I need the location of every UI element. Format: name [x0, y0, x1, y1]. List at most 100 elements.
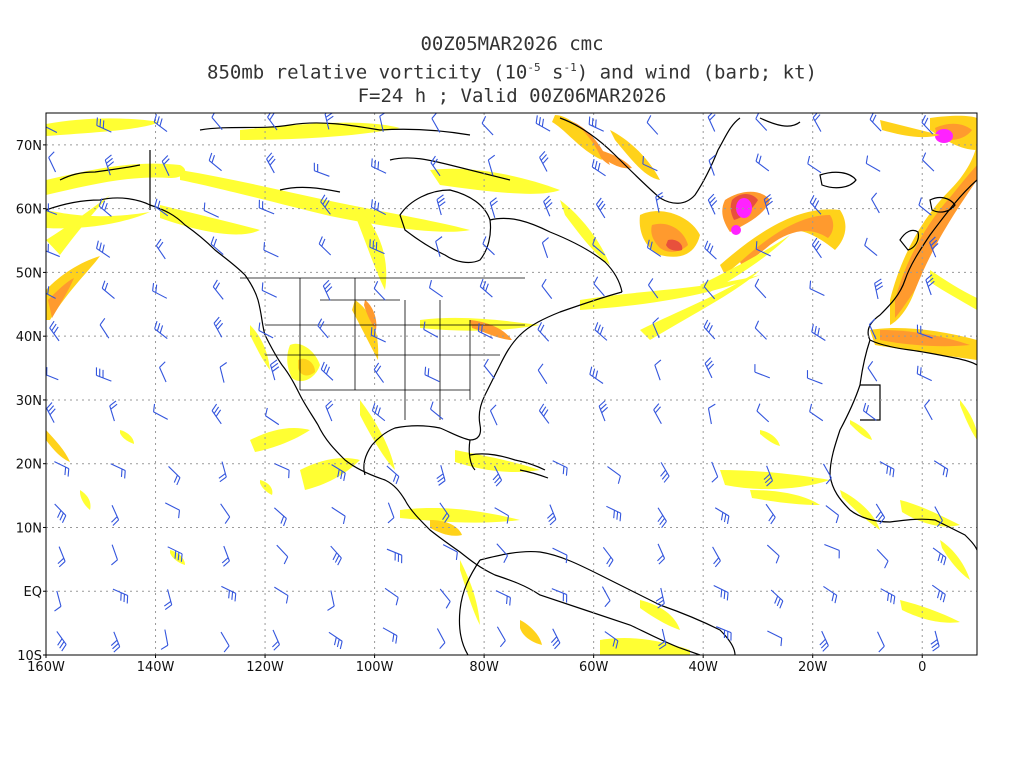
- wind-barb: [373, 281, 386, 301]
- wind-barb: [552, 547, 568, 564]
- wind-barb: [765, 503, 776, 525]
- wind-barb: [707, 113, 716, 132]
- wind-barb: [930, 630, 940, 652]
- wind-barb: [754, 364, 771, 379]
- wind-barb: [371, 158, 387, 174]
- lon-tick-label: 20W: [798, 660, 828, 675]
- lat-tick-label: 40N: [16, 330, 42, 345]
- wind-barb: [604, 631, 619, 649]
- wind-barb: [755, 153, 770, 172]
- wind-barb: [317, 318, 329, 339]
- wind-barb: [161, 155, 170, 176]
- wind-barb: [646, 239, 662, 257]
- wind-barb: [921, 152, 935, 172]
- wind-barb: [763, 465, 773, 487]
- wind-barb: [95, 367, 112, 382]
- wind-barb: [811, 237, 822, 259]
- wind-barb: [703, 279, 716, 300]
- wind-barb: [880, 588, 896, 605]
- wind-barb: [218, 461, 227, 483]
- wind-barb: [274, 507, 287, 527]
- wind-barb: [770, 589, 784, 609]
- wind-barb: [153, 403, 168, 420]
- wind-barb: [933, 460, 949, 478]
- wind-barb: [373, 362, 385, 383]
- wind-barb: [869, 113, 882, 132]
- wind-barb: [539, 150, 549, 172]
- wind-barb: [537, 322, 550, 342]
- wind-barb: [755, 241, 771, 257]
- wind-barb: [703, 319, 716, 340]
- wind-barb: [655, 192, 664, 213]
- lon-tick-label: 160W: [27, 660, 65, 675]
- wind-barb: [203, 202, 219, 218]
- wind-barb: [489, 404, 498, 426]
- wind-barb: [328, 631, 343, 650]
- wind-barb: [46, 126, 58, 133]
- lon-tick-label: 120W: [246, 660, 284, 675]
- coastlines: [46, 117, 977, 655]
- lat-tick-label: 10N: [16, 521, 42, 536]
- lat-lon-grid: [46, 113, 977, 655]
- wind-barb: [210, 236, 224, 255]
- wind-barb: [54, 461, 70, 477]
- title-line-1: 00Z05MAR2026 cmc: [420, 33, 604, 55]
- wind-barb: [369, 239, 385, 255]
- wind-barb: [704, 240, 717, 260]
- wind-barb: [931, 584, 946, 603]
- wind-barb: [823, 585, 838, 604]
- wind-barb: [766, 544, 780, 564]
- wind-barb: [46, 367, 59, 381]
- wind-barb: [477, 323, 493, 339]
- wind-barb: [592, 237, 606, 256]
- lat-tick-label: 70N: [16, 139, 42, 154]
- wind-barb: [382, 627, 398, 644]
- wind-barb: [46, 203, 58, 216]
- lat-tick-label: EQ: [24, 585, 42, 600]
- wind-barb: [934, 506, 943, 528]
- wind-barb: [763, 194, 773, 215]
- wind-barb: [704, 357, 715, 379]
- map-title: 00Z05MAR2026 cmc 850mb relative vorticit…: [0, 32, 1024, 108]
- wind-barb: [213, 316, 224, 338]
- wind-barb: [867, 361, 878, 382]
- wind-barb: [320, 194, 331, 215]
- wind-barb: [431, 113, 441, 133]
- vorticity-shading: [46, 115, 977, 655]
- wind-barb: [932, 547, 947, 566]
- lon-tick-labels: 160W 140W 120W 100W 80W 60W 40W 20W 0: [27, 655, 926, 675]
- wind-barb: [274, 463, 290, 479]
- wind-barb: [220, 503, 231, 524]
- wind-barb: [153, 114, 168, 133]
- wind-barb: [868, 318, 877, 340]
- wind-barb: [487, 154, 496, 176]
- wind-barb: [809, 194, 822, 215]
- wind-barb: [925, 274, 935, 296]
- wind-barb: [258, 199, 275, 215]
- wind-barb: [220, 631, 230, 653]
- wind-barb: [212, 279, 224, 300]
- wind-barb: [384, 587, 399, 606]
- wind-barb: [387, 502, 395, 524]
- wind-barb: [221, 545, 230, 567]
- wind-barb: [588, 116, 604, 132]
- wind-barb: [916, 365, 932, 382]
- wind-barb: [112, 588, 129, 604]
- wind-barb: [589, 366, 604, 384]
- wind-barb: [655, 587, 665, 609]
- wind-barb: [874, 278, 884, 300]
- wind-barb: [313, 162, 330, 177]
- wind-barb: [110, 463, 126, 479]
- wind-barb: [713, 584, 729, 601]
- wind-barb: [864, 237, 878, 257]
- wind-barb: [96, 117, 112, 133]
- lon-tick-label: 60W: [579, 660, 609, 675]
- wind-barb: [439, 502, 450, 523]
- wind-barb: [543, 195, 553, 217]
- wind-barb: [159, 361, 167, 383]
- wind-barb: [54, 590, 62, 612]
- wind-barb: [370, 327, 386, 343]
- wind-barb: [494, 507, 510, 524]
- wind-barb: [601, 586, 611, 608]
